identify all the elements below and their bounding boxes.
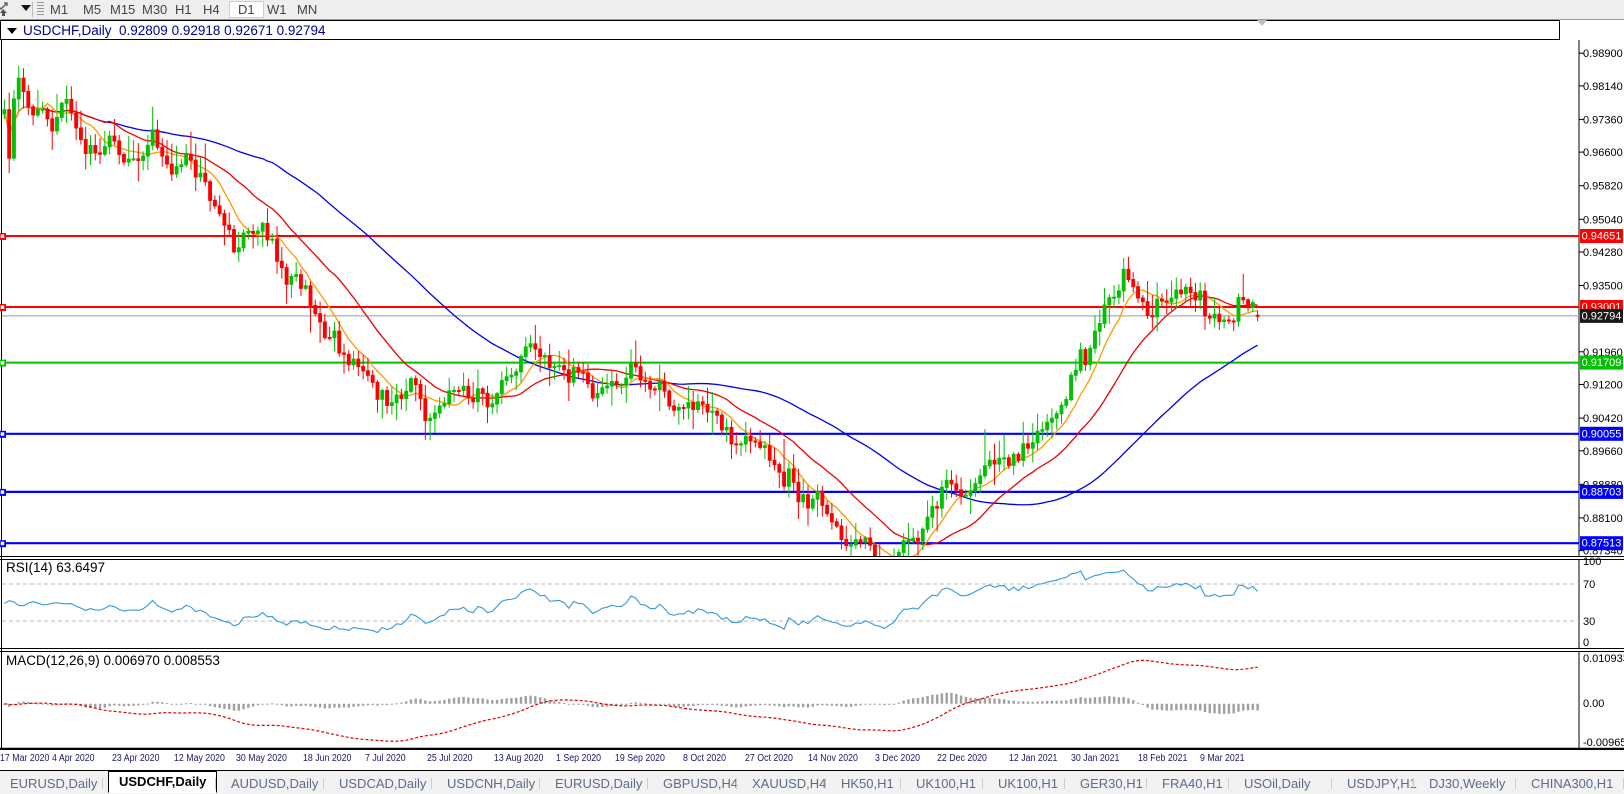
- svg-text:30: 30: [1583, 616, 1595, 628]
- svg-text:0.91200: 0.91200: [1583, 380, 1623, 392]
- svg-text:0: 0: [1583, 637, 1589, 649]
- svg-text:0.91709: 0.91709: [1582, 357, 1622, 369]
- svg-text:0.88100: 0.88100: [1583, 513, 1623, 525]
- svg-text:MACD(12,26,9) 0.006970 0.00855: MACD(12,26,9) 0.006970 0.008553: [6, 653, 220, 668]
- svg-text:0.94280: 0.94280: [1583, 247, 1623, 259]
- svg-text:0.92794: 0.92794: [1582, 310, 1622, 322]
- svg-text:0.96600: 0.96600: [1583, 147, 1623, 159]
- svg-text:0.93500: 0.93500: [1583, 281, 1623, 293]
- svg-text:0.00: 0.00: [1583, 698, 1604, 710]
- svg-text:0.95820: 0.95820: [1583, 181, 1623, 193]
- svg-text:0.90420: 0.90420: [1583, 413, 1623, 425]
- svg-text:100: 100: [1583, 556, 1601, 568]
- svg-text:0.90055: 0.90055: [1582, 428, 1622, 440]
- svg-text:0.87513: 0.87513: [1582, 538, 1622, 550]
- svg-text:0.94651: 0.94651: [1582, 231, 1622, 243]
- svg-text:-0.009653: -0.009653: [1583, 737, 1624, 749]
- svg-text:0.98900: 0.98900: [1583, 48, 1623, 60]
- svg-text:0.89660: 0.89660: [1583, 446, 1623, 458]
- svg-text:0.010933: 0.010933: [1583, 653, 1624, 665]
- svg-text:0.98140: 0.98140: [1583, 81, 1623, 93]
- svg-text:70: 70: [1583, 579, 1595, 591]
- svg-text:RSI(14) 63.6497: RSI(14) 63.6497: [6, 560, 105, 575]
- svg-text:0.97360: 0.97360: [1583, 114, 1623, 126]
- svg-text:0.88703: 0.88703: [1582, 486, 1622, 498]
- svg-text:0.95040: 0.95040: [1583, 214, 1623, 226]
